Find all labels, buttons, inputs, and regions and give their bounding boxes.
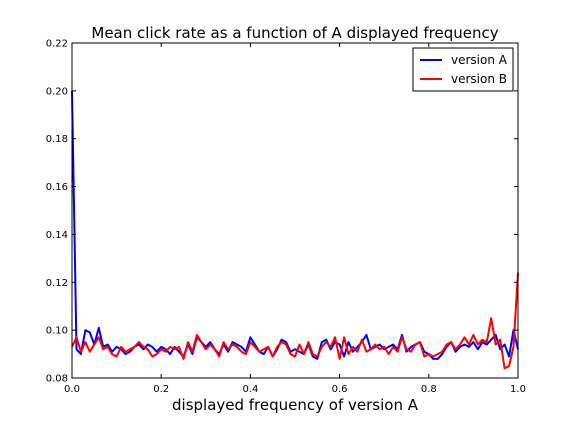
- y-tick-label: 0.18: [46, 134, 68, 145]
- series-layer: [71, 90, 519, 370]
- y-tick-label: 0.14: [46, 230, 68, 241]
- x-tick-label: 0.0: [64, 384, 80, 395]
- x-tick-label: 0.2: [153, 384, 169, 395]
- legend-label-version-a: version A: [451, 53, 508, 67]
- legend-box: [412, 47, 514, 92]
- x-tick-label: 1.0: [510, 384, 526, 395]
- y-tick-label: 0.08: [46, 374, 68, 385]
- y-tick-label: 0.22: [46, 39, 68, 50]
- x-tick-label: 0.6: [332, 384, 348, 395]
- series-line-version-b: [71, 272, 519, 370]
- chart-title: Mean click rate as a function of A displ…: [91, 24, 498, 42]
- x-axis-label: displayed frequency of version A: [172, 396, 419, 414]
- plot-frame: [71, 42, 519, 379]
- legend: version A version B: [412, 47, 514, 92]
- y-tick-label: 0.12: [46, 278, 68, 289]
- y-tick-label: 0.20: [46, 86, 68, 97]
- x-tick-label: 0.8: [421, 384, 437, 395]
- x-tick-label: 0.4: [242, 384, 258, 395]
- y-tick-label: 0.10: [46, 326, 68, 337]
- ticks-layer: 0.0 0.2 0.4 0.6 0.8 1.0 0.08 0.10 0.12 0.14 0.16 0.…: [46, 39, 526, 396]
- series-line-version-a: [71, 90, 519, 360]
- y-tick-label: 0.16: [46, 182, 68, 193]
- legend-label-version-b: version B: [451, 72, 507, 86]
